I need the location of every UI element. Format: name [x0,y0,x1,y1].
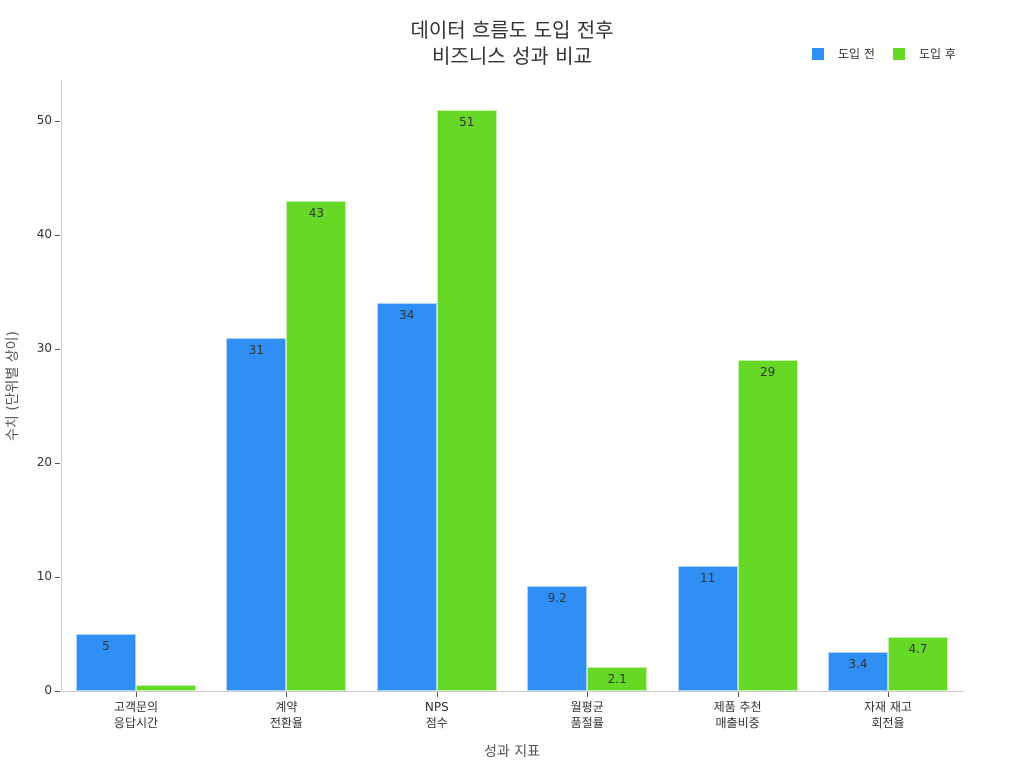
bar-after[interactable]: 29 [737,360,798,691]
x-tick-label-line: 자재 재고 [864,700,912,714]
x-tick-label-line: 회전율 [871,716,905,730]
x-tick-mark [286,692,288,697]
y-tick-label: 40 [36,227,52,241]
y-tick-mark [55,349,60,350]
x-tick-label-line: 전환율 [269,716,303,730]
bar-value-label: 2.1 [607,672,627,687]
x-axis-line [61,691,964,692]
bar-after[interactable]: 4.7 [888,637,948,691]
bar-before[interactable]: 31 [226,337,287,691]
y-tick-label: 50 [36,113,52,127]
bar-value-label: 4.7 [908,642,928,657]
bar-before[interactable]: 11 [677,565,738,691]
bar-value-label: 11 [699,570,716,585]
x-tick-label-line: 월평균 [570,700,604,714]
x-tick-label-line: 제품 추천 [713,700,762,714]
x-tick-label-line: 매출비중 [715,716,760,730]
y-axis-line [61,80,62,692]
legend-swatch-before [812,47,824,60]
bar-value-label: 29 [759,365,776,380]
chart-title-line-2: 비즈니스 성과 비교 [432,44,592,68]
bar-before[interactable]: 9.2 [527,586,588,691]
bar-value-label: 3.4 [848,657,868,672]
y-tick-label: 20 [36,455,52,469]
x-tick-label-line: 점수 [425,716,448,730]
x-tick-mark [136,692,137,697]
bar-before[interactable]: 34 [376,303,437,691]
x-tick-label: NPS 점수 [377,699,497,731]
bar-after[interactable]: 2.1 [587,667,648,691]
y-tick-label: 30 [36,341,52,355]
x-tick-label-line: 계약 [275,700,298,714]
legend-swatch-after [892,47,905,60]
bar-before[interactable]: 5 [76,634,136,691]
legend-label-after: 도입 후 [918,47,956,61]
chart-title-line-1: 데이터 흐름도 도입 전후 [410,18,614,42]
bar-after[interactable] [136,685,196,691]
legend: 도입 전 도입 후 [812,45,974,62]
y-tick-mark [55,463,60,464]
bar-value-label: 34 [399,308,415,323]
bar-value-label: 31 [248,342,265,357]
x-tick-mark [888,692,889,697]
x-tick-mark [436,692,438,697]
x-tick-mark [587,692,589,697]
bar-value-label: 43 [308,205,325,220]
x-axis-label: 성과 지표 [484,744,540,760]
y-tick-label: 0 [44,683,52,697]
chart-title: 데이터 흐름도 도입 전후 비즈니스 성과 비교 [0,17,1024,69]
y-tick-label: 10 [36,569,52,583]
y-tick-mark [55,691,60,692]
bar-value-label: 5 [102,639,110,653]
y-axis-label: 수치 (단위별 상이) [5,331,21,441]
y-tick-mark [55,577,60,578]
legend-label-before: 도입 전 [838,47,875,61]
bar-value-label: 51 [459,114,475,129]
bar-after[interactable]: 43 [286,200,347,691]
x-tick-label-line: 품절률 [570,716,604,730]
legend-item-before[interactable]: 도입 전 [812,45,875,62]
x-tick-label-line: 응답시간 [113,716,159,730]
x-tick-mark [737,692,739,697]
bar-after[interactable]: 51 [436,109,497,691]
x-tick-label-line: 고객문의 [113,700,159,714]
y-tick-mark [55,235,60,236]
bar-value-label: 9.2 [547,591,567,606]
x-tick-label-line: NPS [424,700,449,714]
legend-item-after[interactable]: 도입 후 [892,45,956,62]
bar-before[interactable]: 3.4 [828,652,888,691]
y-tick-mark [55,121,60,122]
